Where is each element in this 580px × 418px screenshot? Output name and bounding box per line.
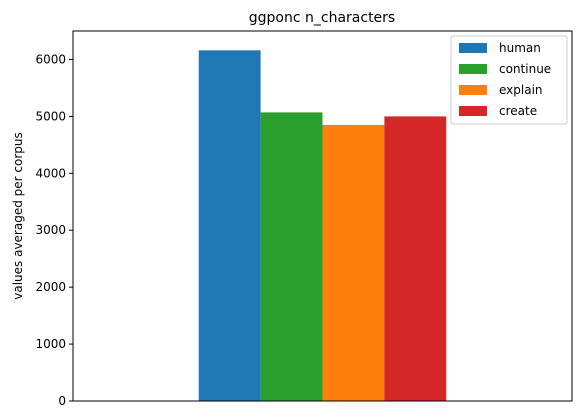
bars-group — [198, 50, 447, 402]
bar-explain — [322, 124, 385, 401]
legend-swatch-continue — [459, 64, 487, 74]
legend-swatch-human — [459, 43, 487, 53]
legend-swatch-explain — [459, 85, 487, 95]
chart-title: ggponc n_characters — [249, 10, 395, 26]
legend-label-continue: continue — [499, 62, 551, 76]
y-tick-label: 1000 — [35, 337, 66, 351]
plot-frame — [72, 30, 573, 402]
bar-continue — [260, 112, 323, 402]
y-tick-label: 2000 — [35, 280, 66, 294]
legend-swatch-create — [459, 106, 487, 116]
legend-label-explain: explain — [499, 83, 543, 97]
bar-human — [198, 50, 261, 401]
legend: human continue explain create — [450, 35, 568, 125]
y-tick-label: 0 — [58, 394, 66, 408]
legend-box — [450, 35, 568, 125]
y-axis: 0 1000 2000 3000 4000 5000 6000 — [35, 52, 73, 408]
bar-create — [384, 116, 447, 401]
legend-label-human: human — [499, 41, 541, 55]
y-tick-label: 5000 — [35, 109, 66, 123]
y-axis-label: values averaged per corpus — [11, 132, 25, 300]
y-tick-label: 3000 — [35, 223, 66, 237]
y-tick-label: 6000 — [35, 52, 66, 66]
legend-label-create: create — [499, 104, 537, 118]
y-tick-label: 4000 — [35, 166, 66, 180]
